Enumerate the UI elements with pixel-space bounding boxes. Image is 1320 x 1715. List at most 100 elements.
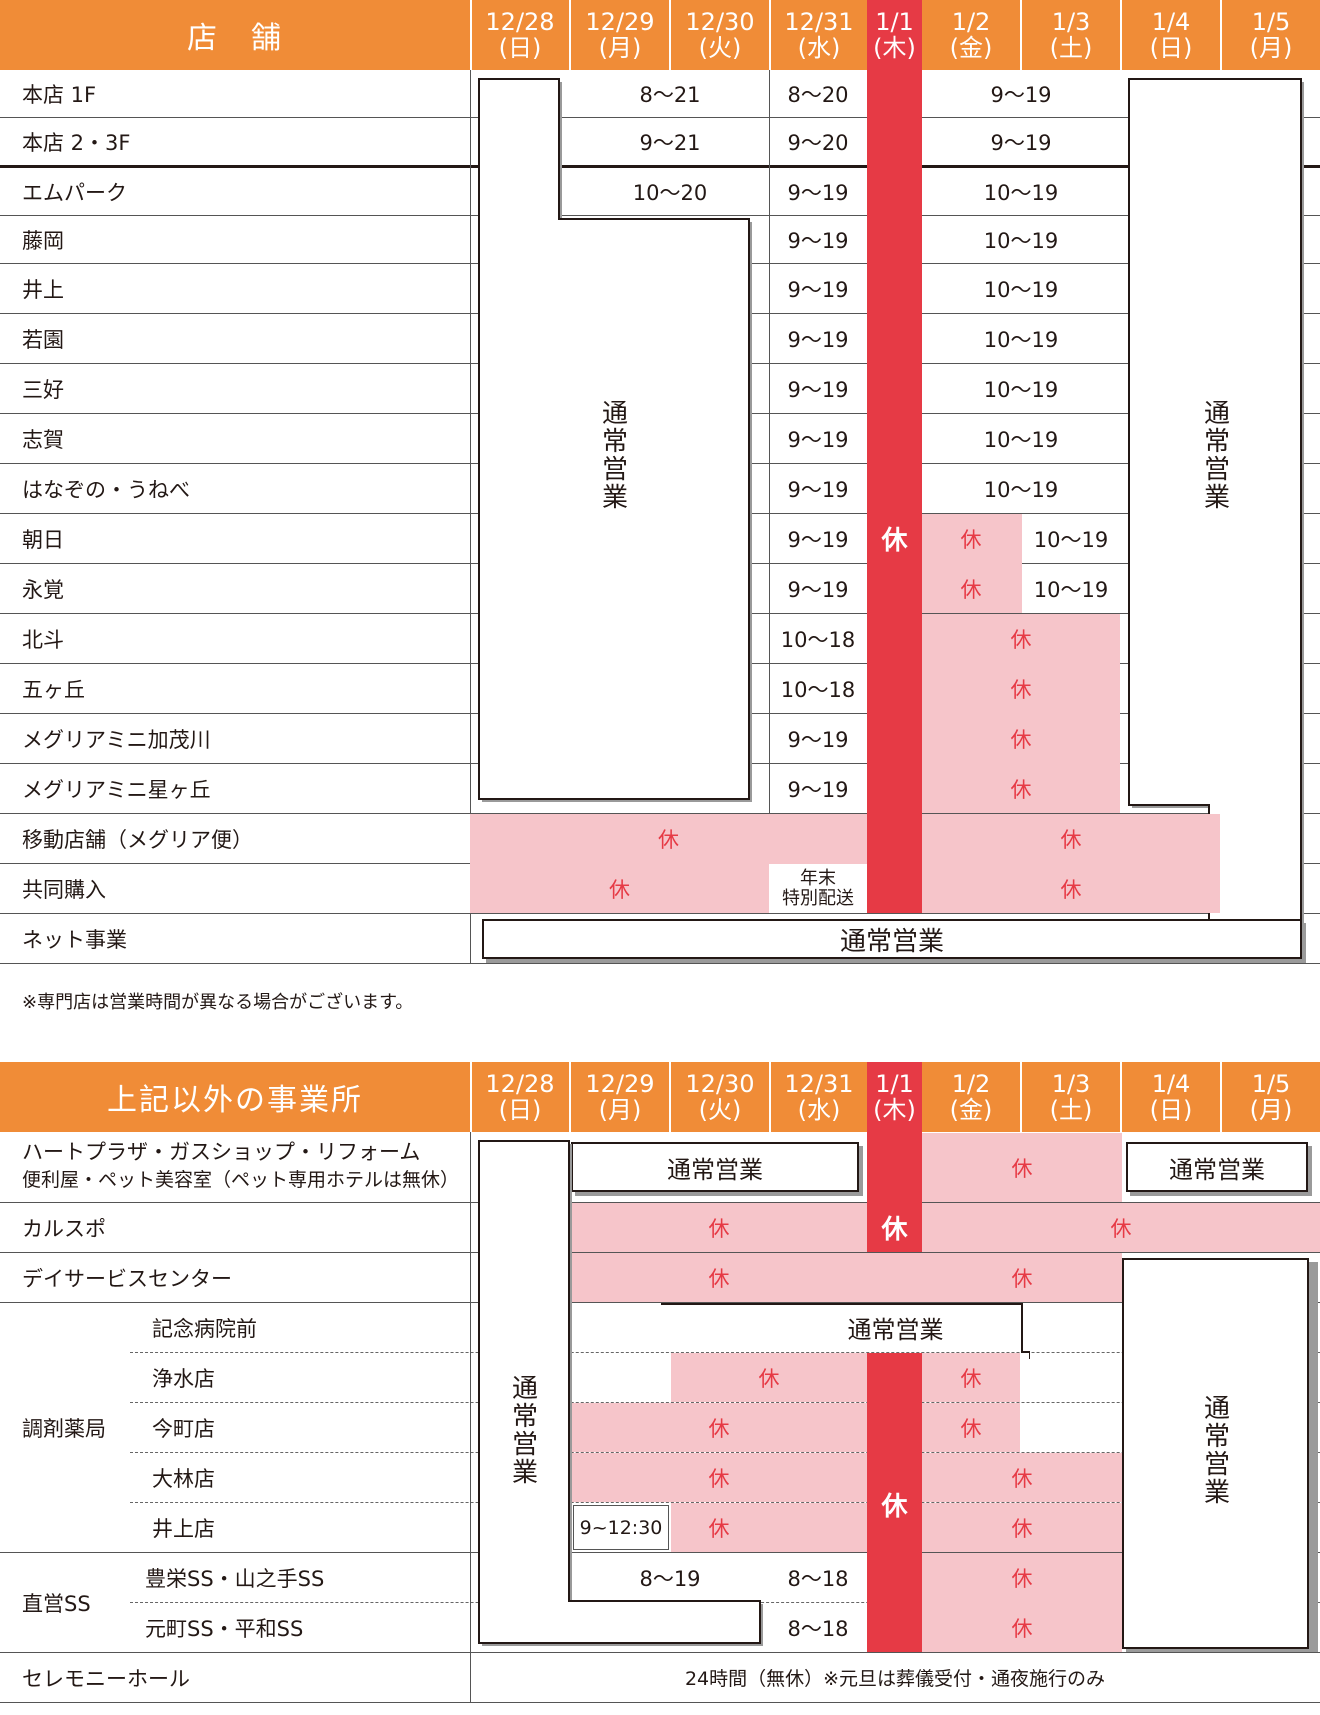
day-header-holiday: 1/1 (木) — [867, 1062, 922, 1132]
row-divider-dashed — [130, 1402, 1320, 1403]
hours-dec31: 9〜19 — [787, 527, 849, 552]
day-header: 1/3 (土) — [1049, 8, 1093, 62]
table1-header — [0, 0, 1320, 70]
header-separator — [1120, 0, 1122, 70]
closed-after: 休 — [1011, 1466, 1033, 1491]
jan1-closed-column — [867, 1353, 922, 1652]
closed-after: 休 — [1060, 877, 1082, 902]
hours-jan2-3: 10〜19 — [983, 228, 1059, 253]
closed-block — [922, 1133, 1122, 1202]
store-label: メグリアミニ加茂川 — [22, 727, 211, 752]
store-label: 三好 — [22, 377, 64, 402]
closed-before: 休 — [758, 1366, 780, 1391]
closed-block — [571, 1453, 1122, 1502]
closed-block — [922, 1553, 1122, 1652]
normal-ops-left-shape — [478, 1140, 763, 1646]
hours-dec31: 9〜19 — [787, 228, 849, 253]
inoue-short-hours-cell — [573, 1505, 669, 1550]
column-divider — [769, 70, 770, 870]
toei-dec31: 8〜18 — [787, 1566, 849, 1591]
hours-dec31: 9〜19 — [787, 377, 849, 402]
store-label: 若園 — [22, 327, 64, 352]
day-header: 12/31 (水) — [784, 8, 854, 62]
hours-dec31: 9〜19 — [787, 477, 849, 502]
store-label: 北斗 — [22, 627, 64, 652]
day-header: 12/29 (月) — [585, 1070, 655, 1124]
pharmacy-jyosui-label: 浄水店 — [152, 1366, 215, 1391]
store-label: 五ヶ丘 — [22, 677, 85, 702]
row-divider — [0, 215, 1320, 216]
store-label: はなぞの・うねべ — [22, 477, 190, 502]
day-header: 12/31 (水) — [784, 1070, 854, 1124]
hours-dec31: 9〜19 — [787, 777, 849, 802]
day-header: 1/5 (月) — [1249, 1070, 1293, 1124]
day-header: 12/28 (日) — [485, 8, 555, 62]
column-divider — [470, 1132, 471, 1702]
row-divider — [0, 1202, 1320, 1203]
hours-dec31: 9〜19 — [787, 180, 849, 205]
day-header: 1/5 (月) — [1249, 8, 1293, 62]
day-header: 12/29 (月) — [585, 8, 655, 62]
day-header: 1/3 (土) — [1049, 1070, 1093, 1124]
closed-block — [571, 1253, 1122, 1302]
toei-dec29-30: 8〜19 — [639, 1566, 701, 1591]
header-separator — [1120, 1062, 1122, 1132]
hours-jan2-3: 9〜19 — [990, 82, 1052, 107]
pharmacy-obayashi-label: 大林店 — [152, 1466, 215, 1491]
footnote: ※専門店は営業時間が異なる場合がございます。 — [22, 992, 414, 1013]
hours-dec31: 9〜19 — [787, 727, 849, 752]
ss-motomachi-label: 元町SS・平和SS — [145, 1616, 304, 1641]
store-label: 朝日 — [22, 527, 64, 552]
column-divider — [470, 70, 471, 963]
closed-jan2-3: 休 — [1010, 727, 1032, 752]
row-divider — [0, 117, 1320, 118]
store-label: 共同購入 — [22, 877, 106, 902]
closed-before: 休 — [609, 877, 630, 902]
pharmacy-inoue-label: 井上店 — [152, 1516, 215, 1541]
day-header: 1/2 (金) — [949, 8, 993, 62]
pharmacy-kinen-value: 通常営業 — [847, 1316, 944, 1344]
hours-dec31: 9〜19 — [787, 427, 849, 452]
ss-group-label: 直営SS — [22, 1591, 91, 1616]
pharmacy-kinen-label: 記念病院前 — [152, 1316, 257, 1341]
hours-jan3: 10〜19 — [1033, 577, 1109, 602]
store-label: 移動店舗（メグリア便） — [22, 827, 253, 852]
heart-right-value: 通常営業 — [1169, 1155, 1265, 1184]
closed-block — [671, 1353, 1020, 1402]
day-header: 1/2 (金) — [949, 1070, 993, 1124]
header-separator — [1020, 0, 1022, 70]
day-header: 1/4 (日) — [1149, 1070, 1193, 1124]
hours-jan2-3: 9〜19 — [990, 130, 1052, 155]
table2-header — [0, 1062, 1320, 1132]
hours-dec29-30: 9〜21 — [639, 130, 701, 155]
closed-before: 休 — [708, 1466, 730, 1491]
row-divider — [0, 963, 1320, 964]
year-end-delivery: 年末 特別配送 — [782, 868, 854, 909]
closed-after: 休 — [960, 1416, 982, 1441]
normal-ops-right-shape — [1122, 1258, 1318, 1652]
closed-after: 休 — [1011, 1266, 1033, 1291]
jan1-closed-label: 休 — [881, 1492, 908, 1522]
normal-ops-box — [1126, 1142, 1308, 1192]
closed-after: 休 — [1011, 1566, 1033, 1591]
hours-dec31: 9〜20 — [787, 130, 849, 155]
closed-jan2-3: 休 — [1011, 1156, 1033, 1181]
header-separator — [470, 0, 472, 70]
row-divider — [0, 1302, 1320, 1303]
closed-after: 休 — [1110, 1216, 1132, 1241]
closed-block — [922, 514, 1022, 613]
row-divider — [0, 813, 1320, 814]
inoue-dec29: 9~12:30 — [579, 1516, 663, 1539]
normal-ops-right-label: 通常営業 — [1199, 1394, 1230, 1506]
hours-dec31: 9〜19 — [787, 277, 849, 302]
karuspo-label: カルスポ — [22, 1216, 106, 1241]
row-divider-dashed — [130, 1352, 1320, 1353]
jan1-closed-label: 休 — [881, 526, 908, 556]
row-divider-thick — [0, 165, 1320, 168]
header-separator — [769, 1062, 771, 1132]
ss-toei-label: 豊栄SS・山之手SS — [145, 1566, 325, 1591]
header-separator — [669, 1062, 671, 1132]
normal-ops-box — [571, 1142, 859, 1192]
pharmacy-normal-shape — [661, 1303, 1030, 1359]
closed-block — [922, 614, 1120, 813]
